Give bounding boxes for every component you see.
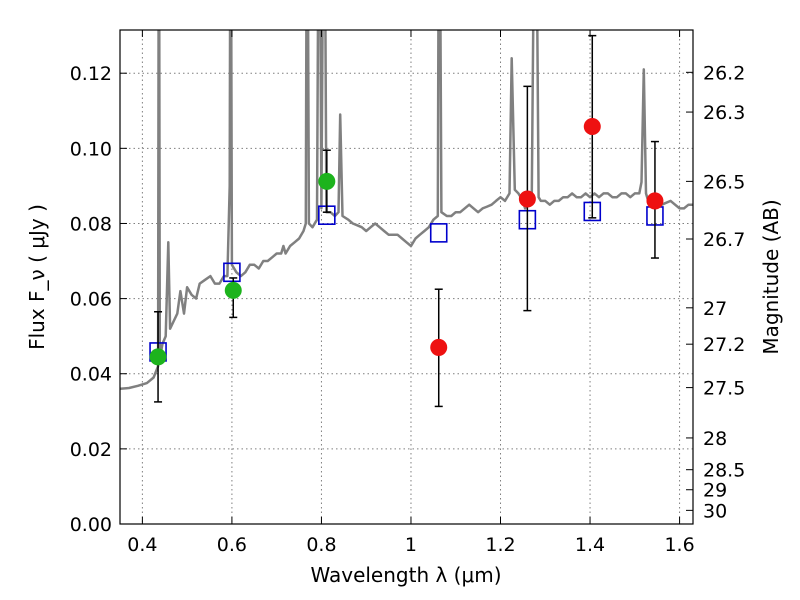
y-axis-label: Flux F_ν ( μJy ): [25, 204, 49, 350]
y-tick-label: 0.12: [70, 63, 112, 85]
data-layer: [120, 30, 693, 408]
y-tick-label: 0.10: [70, 138, 112, 160]
plot-area: [120, 30, 693, 524]
green-detection-point: [318, 172, 336, 190]
y-tick-label: 0.06: [70, 289, 112, 311]
red-detection-point: [518, 190, 536, 208]
y-tick-label: 0.00: [70, 514, 112, 536]
x-axis-label: Wavelength λ (μm): [310, 563, 501, 587]
y-tick-label: 0.08: [70, 213, 112, 235]
y-tick-label: 0.04: [70, 364, 112, 386]
mag-tick-label: 29: [703, 480, 727, 502]
y-tick-label: 0.02: [70, 439, 112, 461]
x-tick-label: 1.2: [485, 534, 515, 556]
x-tick-label: 1: [405, 534, 417, 556]
plot-frame: [119, 29, 694, 525]
green-detection-point: [224, 281, 242, 299]
mag-tick-label: 28.5: [703, 460, 745, 482]
red-detection-point: [646, 192, 664, 210]
x-tick-label: 0.8: [306, 534, 336, 556]
mag-tick-label: 26.2: [703, 62, 745, 84]
mag-tick-label: 27: [703, 298, 727, 320]
x-tick-label: 0.6: [217, 534, 247, 556]
model-box-marker: [223, 262, 241, 283]
y2-axis-label: Magnitude (AB): [759, 199, 783, 354]
mag-tick-label: 27.5: [703, 378, 745, 400]
mag-tick-label: 26.3: [703, 102, 745, 124]
x-tick-label: 1.6: [664, 534, 694, 556]
mag-tick-label: 26.5: [703, 171, 745, 193]
tick-layer: 0.4 0.6 0.8 1 1.2 1.4 1.6 0.00 0.02 0.04 0.06 0.08 0…: [70, 30, 745, 556]
green-detection-point: [149, 348, 167, 366]
mag-tick-label: 26.7: [703, 229, 745, 251]
x-tick-label: 0.4: [127, 534, 157, 556]
mag-tick-label: 28: [703, 428, 727, 450]
x-tick-label: 1.4: [575, 534, 605, 556]
red-detection-point: [583, 118, 601, 136]
mag-tick-label: 30: [703, 500, 727, 522]
mag-tick-label: 27.2: [703, 334, 745, 356]
model-box-marker: [429, 223, 448, 243]
red-detection-point: [430, 338, 448, 356]
